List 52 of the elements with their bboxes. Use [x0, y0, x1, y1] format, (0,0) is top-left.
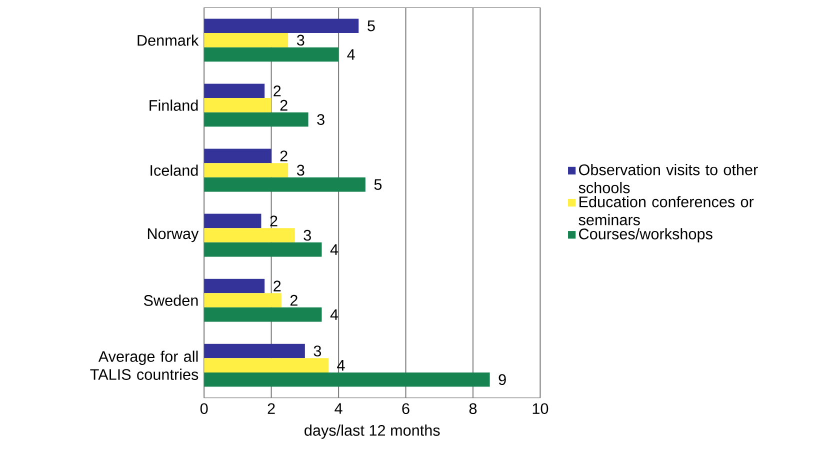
bar	[204, 84, 265, 98]
x-tick-label: 8	[469, 403, 477, 414]
y-tick-label: Average for all TALIS countries	[90, 350, 198, 380]
data-label: 3	[296, 164, 304, 176]
bar	[204, 344, 305, 358]
data-label: 4	[330, 244, 338, 255]
y-tick-label: Iceland	[150, 164, 198, 176]
y-tick-label: Norway	[148, 228, 199, 242]
bar	[204, 148, 272, 164]
bar	[204, 372, 490, 387]
data-label: 2	[270, 216, 278, 226]
bar	[204, 18, 359, 34]
bar	[204, 293, 282, 308]
bar	[204, 98, 272, 112]
x-tick-label: 6	[402, 403, 410, 414]
bar	[204, 278, 265, 294]
data-label: 2	[290, 295, 298, 306]
y-tick-label: Finland	[150, 100, 198, 111]
bar	[204, 177, 366, 192]
bar	[204, 47, 339, 62]
data-label: 2	[280, 150, 288, 162]
data-label: 2	[274, 86, 281, 96]
data-label: 3	[304, 230, 311, 241]
y-tick-label: Sweden	[144, 294, 198, 306]
data-label: 5	[368, 20, 375, 32]
x-axis-title: days/last 12 months	[304, 424, 440, 439]
data-label: 2	[274, 280, 281, 292]
bar	[204, 163, 288, 178]
bar	[204, 242, 322, 257]
data-label: 9	[498, 374, 506, 386]
bar	[204, 112, 308, 127]
data-label: 5	[374, 179, 382, 190]
data-label: 3	[314, 346, 322, 357]
legend-label: Observation visits to other schools	[578, 164, 758, 194]
bar	[204, 308, 322, 322]
data-label: 3	[317, 114, 324, 126]
bar	[204, 228, 295, 242]
data-label: 3	[296, 34, 304, 46]
data-label: 4	[337, 360, 345, 371]
bar	[204, 214, 262, 228]
y-tick-label: Denmark	[138, 34, 199, 46]
data-label: 4	[330, 309, 338, 320]
legend-label: Education conferences or seminars	[578, 196, 754, 226]
x-tick-label: 10	[532, 403, 548, 414]
data-label: 4	[347, 49, 355, 60]
x-tick-label: 4	[334, 403, 342, 414]
bar	[204, 33, 288, 48]
data-label: 2	[280, 100, 288, 111]
x-tick-label: 0	[200, 403, 208, 414]
bar	[204, 358, 328, 373]
legend-label: Courses/workshops	[579, 228, 712, 243]
x-tick-label: 2	[268, 403, 275, 414]
